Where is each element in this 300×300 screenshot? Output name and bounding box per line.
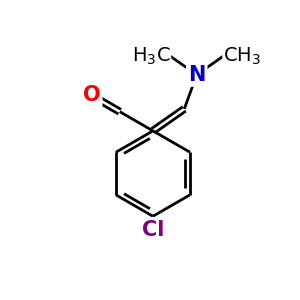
Text: N: N bbox=[188, 65, 206, 85]
Text: Cl: Cl bbox=[142, 220, 164, 239]
Text: O: O bbox=[83, 85, 101, 106]
Text: $\mathdefault{CH_3}$: $\mathdefault{CH_3}$ bbox=[223, 46, 261, 67]
Text: $\mathdefault{H_3C}$: $\mathdefault{H_3C}$ bbox=[132, 46, 170, 67]
